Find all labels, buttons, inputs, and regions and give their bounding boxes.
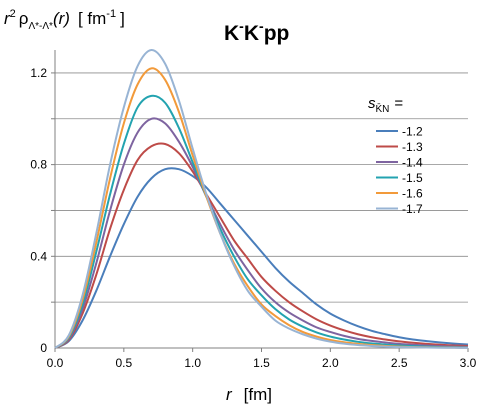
y-tick-label: 1.2 <box>30 66 47 80</box>
series-lines <box>54 49 469 349</box>
x-axis-label: r [fm] <box>226 385 272 404</box>
series-line <box>54 49 469 349</box>
y-tick-label: 0 <box>40 341 47 355</box>
x-tick-label: 1.5 <box>253 356 270 370</box>
legend: sK̄N = -1.2-1.3 -1.4-1.5 -1.6-1.7 <box>368 95 423 216</box>
y-tick-labels: 0 0.4 0.8 1.2 <box>30 66 47 355</box>
y-axis-label: r2 ρΛ*-Λ*(r)[ fm-1] <box>4 8 125 32</box>
chart-title: K-K-pp <box>224 18 289 45</box>
series-line <box>54 167 469 349</box>
x-tick-labels: 0.0 0.5 1.0 1.5 2.0 2.5 3.0 <box>47 356 477 370</box>
legend-entry-label: -1.7 <box>402 202 423 216</box>
legend-entry-label: -1.3 <box>402 140 423 154</box>
x-tick-label: 0.0 <box>47 356 64 370</box>
legend-entry-label: -1.5 <box>402 171 423 185</box>
series-line <box>54 142 469 349</box>
x-tick-label: 0.5 <box>115 356 132 370</box>
y-tick-label: 0.8 <box>30 158 47 172</box>
series-line <box>54 94 469 349</box>
svg-text:K-K-pp: K-K-pp <box>224 18 289 45</box>
legend-entry-label: -1.6 <box>402 187 423 201</box>
x-tick-label: 2.5 <box>391 356 408 370</box>
x-tick-label: 3.0 <box>460 356 477 370</box>
legend-entry-label: -1.2 <box>402 125 423 139</box>
legend-entry-label: -1.4 <box>402 156 423 170</box>
y-tick-label: 0.4 <box>30 249 47 263</box>
series-line <box>54 117 469 349</box>
x-tick-label: 1.0 <box>184 356 201 370</box>
x-tick-label: 2.0 <box>322 356 339 370</box>
legend-title: sK̄N = <box>368 95 403 115</box>
